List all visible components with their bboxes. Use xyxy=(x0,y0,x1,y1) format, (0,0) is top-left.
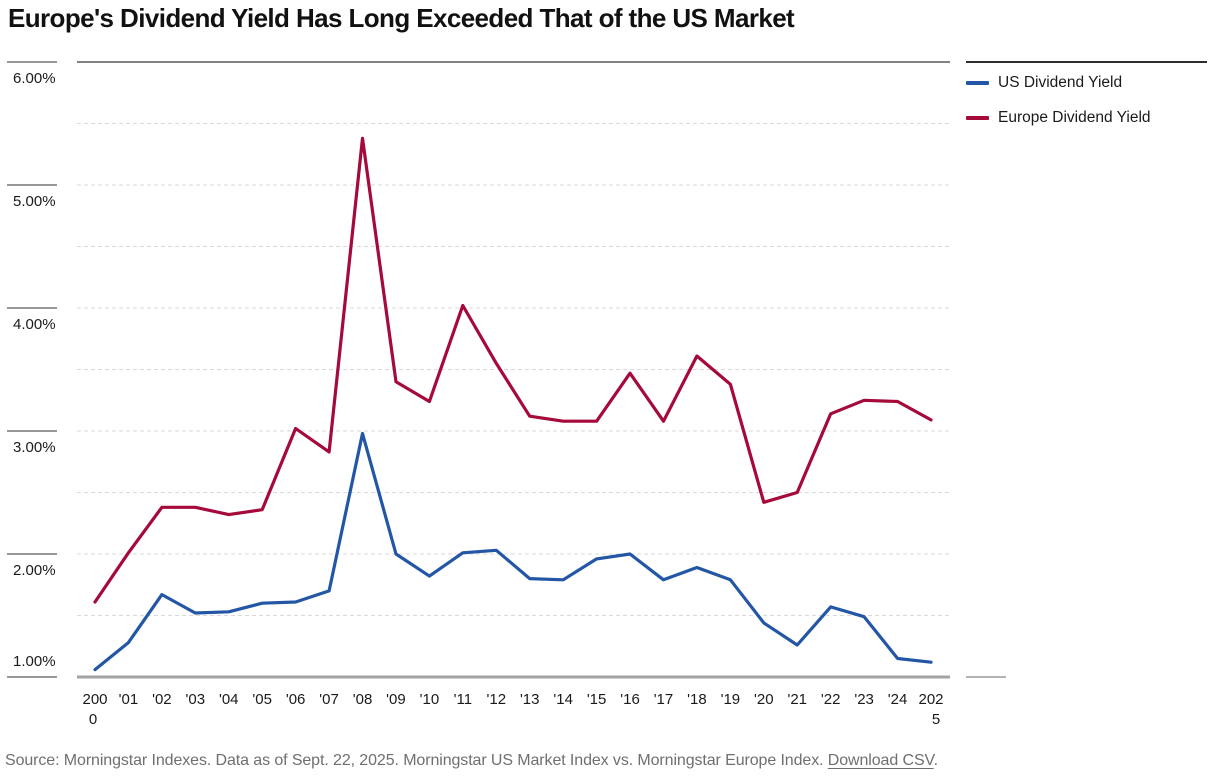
x-axis-label: 202 xyxy=(918,691,943,708)
y-axis-label: 3.00% xyxy=(13,439,56,456)
legend-item-europe[interactable]: Europe Dividend Yield xyxy=(966,109,1207,127)
source-text-suffix: . xyxy=(933,752,938,769)
y-axis-label: 6.00% xyxy=(13,70,56,87)
x-axis-label: '05 xyxy=(252,691,272,708)
x-axis-label: '03 xyxy=(186,691,206,708)
x-axis-label: 0 xyxy=(89,711,97,728)
x-axis-label: 200 xyxy=(82,691,107,708)
x-axis-label: '10 xyxy=(420,691,440,708)
x-axis-label: '09 xyxy=(386,691,406,708)
download-csv-link[interactable]: Download CSV xyxy=(827,752,934,769)
x-axis-label: '07 xyxy=(319,691,339,708)
legend-item-us[interactable]: US Dividend Yield xyxy=(966,74,1207,92)
x-axis-label: '11 xyxy=(454,691,472,708)
y-axis-label: 5.00% xyxy=(13,193,56,210)
source-text: Source: Morningstar Indexes. Data as of … xyxy=(5,752,828,769)
y-axis-label: 4.00% xyxy=(13,316,56,333)
europe-dividend-yield-line xyxy=(93,136,933,604)
x-axis-label: '24 xyxy=(888,691,908,708)
x-axis-label: '14 xyxy=(553,691,573,708)
x-axis-label: '04 xyxy=(219,691,239,708)
x-axis-label: '20 xyxy=(754,691,774,708)
x-axis-label: '15 xyxy=(587,691,607,708)
x-axis-label: '16 xyxy=(620,691,640,708)
x-axis-label: '18 xyxy=(687,691,707,708)
x-axis-label: '13 xyxy=(520,691,540,708)
chart-title: Europe's Dividend Yield Has Long Exceede… xyxy=(8,3,795,33)
legend-label-us: US Dividend Yield xyxy=(998,74,1123,91)
europe-series-swatch-icon xyxy=(966,116,989,120)
legend-label-europe: Europe Dividend Yield xyxy=(998,109,1151,126)
us-dividend-yield-line xyxy=(93,431,933,672)
x-axis-label: '22 xyxy=(821,691,841,708)
x-axis-label: '19 xyxy=(721,691,741,708)
y-axis-label: 1.00% xyxy=(13,653,56,670)
x-axis-label: '08 xyxy=(353,691,373,708)
source-line: Source: Morningstar Indexes. Data as of … xyxy=(5,752,1215,770)
x-axis-label: '23 xyxy=(854,691,874,708)
x-axis-label: 5 xyxy=(932,711,940,728)
y-axis-label: 2.00% xyxy=(13,562,56,579)
legend: US Dividend Yield Europe Dividend Yield xyxy=(966,61,1207,144)
x-axis-label: '17 xyxy=(654,691,674,708)
x-axis-label: '06 xyxy=(286,691,306,708)
x-axis-label: '02 xyxy=(152,691,172,708)
x-axis-label: '12 xyxy=(486,691,506,708)
x-axis-label: '21 xyxy=(787,691,807,708)
us-series-swatch-icon xyxy=(966,81,989,85)
x-axis-label: '01 xyxy=(119,691,139,708)
